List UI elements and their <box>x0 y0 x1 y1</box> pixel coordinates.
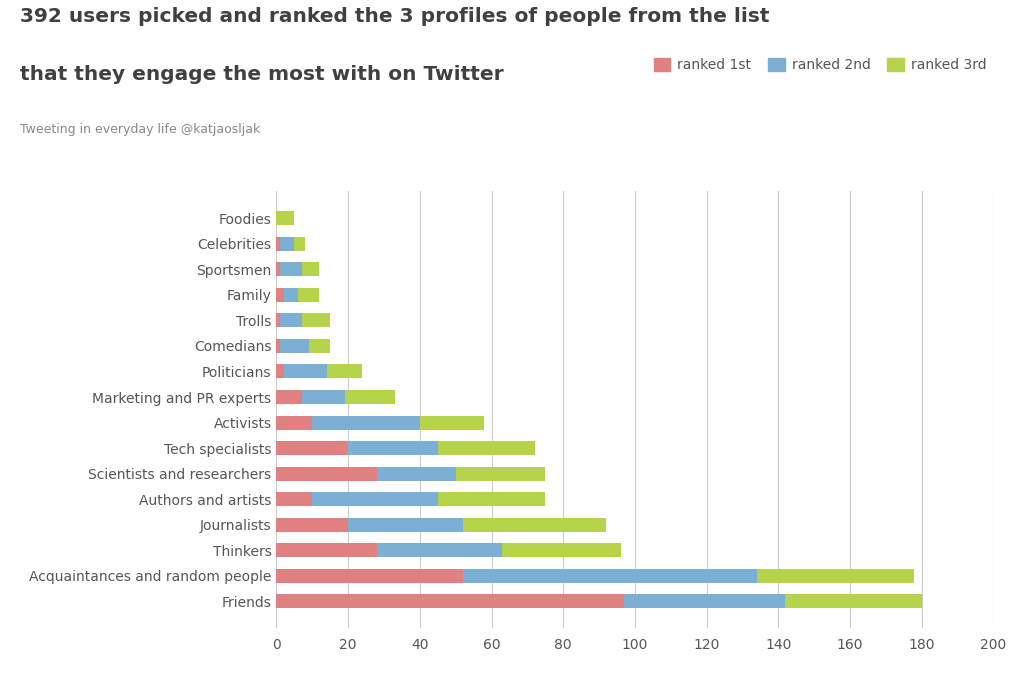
Text: Tweeting in everyday life @katjaosljak: Tweeting in everyday life @katjaosljak <box>20 123 261 136</box>
Bar <box>456 466 545 481</box>
Bar <box>276 492 312 506</box>
Bar <box>276 415 312 430</box>
Bar <box>298 288 319 302</box>
Legend: ranked 1st, ranked 2nd, ranked 3rd: ranked 1st, ranked 2nd, ranked 3rd <box>653 58 986 72</box>
Bar <box>276 288 284 302</box>
Bar <box>276 339 281 353</box>
Bar <box>377 466 456 481</box>
Bar <box>276 313 281 327</box>
Bar <box>302 262 319 277</box>
Bar <box>276 211 295 225</box>
Bar <box>281 262 302 277</box>
Bar <box>284 365 327 378</box>
Bar <box>302 313 330 327</box>
Bar <box>785 594 922 609</box>
Bar <box>276 441 348 455</box>
Bar <box>295 237 305 251</box>
Bar <box>276 365 284 378</box>
Bar <box>276 262 281 277</box>
Bar <box>276 466 377 481</box>
Bar <box>438 441 535 455</box>
Bar <box>276 569 463 583</box>
Bar <box>463 518 606 532</box>
Bar <box>281 237 295 251</box>
Bar <box>624 594 785 609</box>
Bar <box>284 288 298 302</box>
Bar <box>281 313 302 327</box>
Bar <box>281 339 309 353</box>
Bar <box>276 237 281 251</box>
Bar <box>309 339 330 353</box>
Bar <box>312 415 420 430</box>
Bar <box>276 518 348 532</box>
Bar <box>302 390 344 404</box>
Bar <box>420 415 484 430</box>
Bar <box>312 492 438 506</box>
Bar <box>276 594 624 609</box>
Bar <box>348 518 463 532</box>
Bar <box>463 569 757 583</box>
Bar <box>276 543 377 557</box>
Bar <box>348 441 438 455</box>
Bar <box>377 543 502 557</box>
Bar <box>327 365 362 378</box>
Bar <box>502 543 621 557</box>
Bar <box>438 492 545 506</box>
Bar <box>757 569 914 583</box>
Text: that they engage the most with on Twitter: that they engage the most with on Twitte… <box>20 65 504 84</box>
Bar <box>276 390 302 404</box>
Bar <box>344 390 395 404</box>
Text: 392 users picked and ranked the 3 profiles of people from the list: 392 users picked and ranked the 3 profil… <box>20 7 770 26</box>
